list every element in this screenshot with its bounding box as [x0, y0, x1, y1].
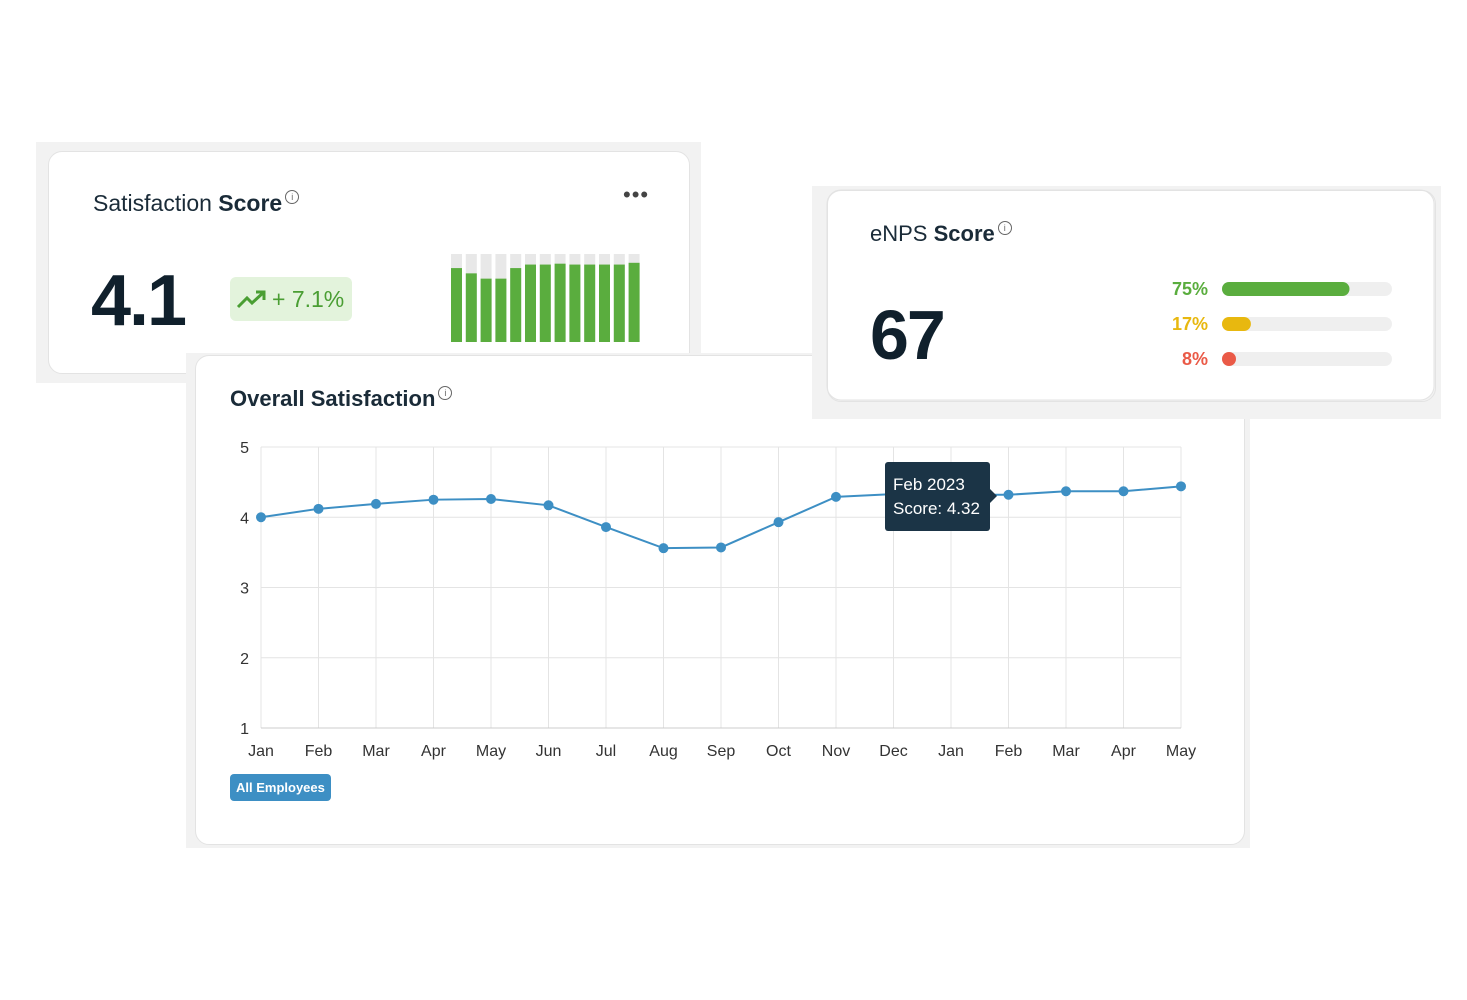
tooltip-label: Score: 4.32	[893, 499, 980, 518]
satisfaction-card: Satisfaction Score i ••• 4.1 + 7.1%	[48, 151, 690, 374]
info-icon[interactable]: i	[997, 221, 1012, 235]
tooltip: Feb 2023 Score: 4.32	[885, 462, 997, 531]
overall-card: Overall Satisfaction i All Employees	[195, 355, 1245, 845]
title-bold: Score	[933, 221, 995, 246]
chart-title: Overall Satisfaction i	[230, 386, 453, 412]
title-text: Overall Satisfaction	[230, 386, 436, 411]
card-title: eNPS Score i	[870, 221, 1012, 247]
title-text: eNPS	[870, 221, 928, 246]
more-menu[interactable]: •••	[623, 182, 650, 207]
info-icon[interactable]: i	[438, 386, 453, 400]
score-value: 4.1	[91, 261, 187, 341]
info-icon[interactable]: i	[285, 190, 300, 204]
enps-value: 67	[870, 296, 946, 374]
tooltip-title: Feb 2023	[893, 475, 965, 494]
legend-button[interactable]: All Employees	[230, 774, 331, 801]
change-text: + 7.1%	[272, 286, 345, 312]
enps-card: eNPS Score i 67	[827, 190, 1436, 402]
change-badge: + 7.1%	[230, 277, 352, 321]
title-text: Satisfaction	[93, 190, 212, 216]
title-bold: Score	[218, 190, 283, 216]
tooltip-arrow	[990, 489, 997, 503]
trend-icon	[236, 290, 266, 309]
card-title: Satisfaction Score i	[93, 190, 300, 217]
